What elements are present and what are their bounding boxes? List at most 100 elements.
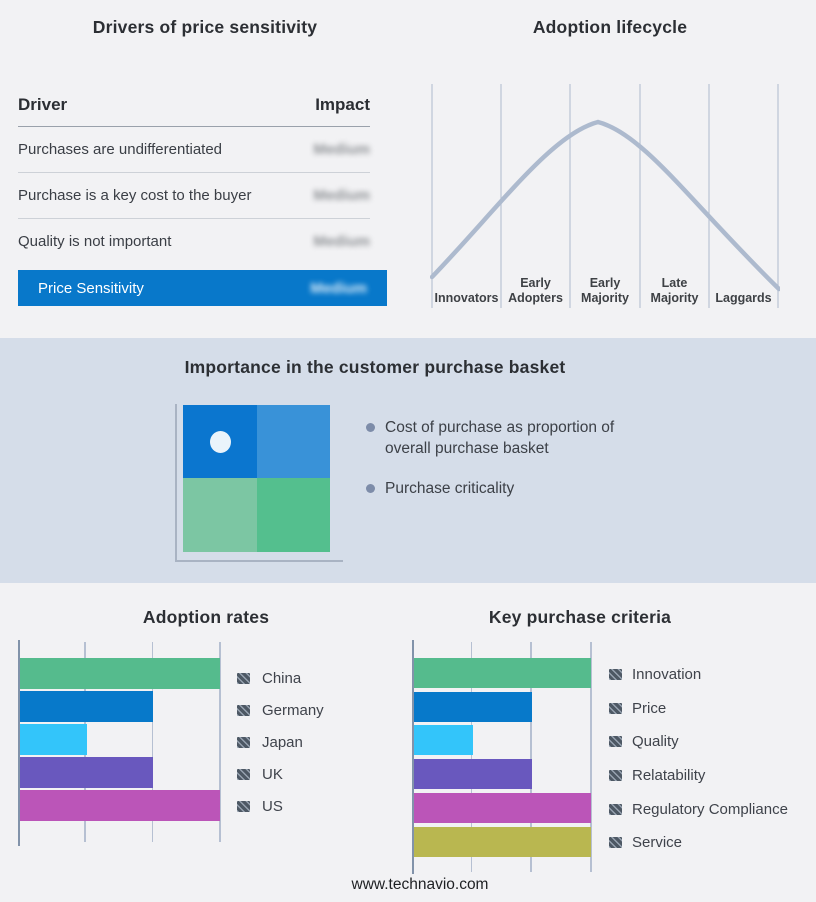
adoption-rates-chart (18, 640, 221, 846)
price-sensitivity-label: Price Sensitivity (38, 279, 144, 297)
legend-item: Service (602, 826, 788, 860)
hatched-swatch-icon (237, 704, 250, 716)
purchase-basket-band (0, 338, 816, 583)
table-row: Purchase is a key cost to the buyer Mediu… (18, 173, 370, 219)
price-sensitivity-impact: Medium (310, 279, 367, 297)
y-axis (412, 640, 414, 874)
legend-label: Quality (632, 733, 679, 751)
gridline (219, 642, 221, 842)
quadrant-y-axis (175, 404, 177, 561)
purchase-criteria-title: Key purchase criteria (488, 607, 672, 627)
drivers-table-body: Purchases are undifferentiated Medium Purc… (18, 127, 370, 264)
bullet-text: Cost of purchase as proportion of overal… (385, 419, 615, 457)
lifecycle-stage-label: Early Majority (581, 276, 629, 305)
hatched-swatch-icon (237, 736, 250, 748)
legend-label: Germany (262, 701, 324, 719)
hatched-swatch-icon (237, 800, 250, 812)
quadrant-bottom-left (183, 478, 257, 552)
bullet-item: Cost of purchase as proportion of overal… (366, 417, 646, 459)
legend-label: Japan (262, 733, 303, 751)
legend-label: Regulatory Compliance (632, 800, 788, 818)
quadrant-x-axis (175, 560, 343, 562)
lifecycle-gridlines (431, 84, 779, 308)
legend-item: China (230, 662, 324, 694)
legend-label: Service (632, 834, 683, 852)
drivers-panel-title: Drivers of price sensitivity (92, 17, 318, 37)
price-sensitivity-row: Price Sensitivity Medium (18, 270, 387, 306)
impact-cell: Medium (313, 187, 370, 204)
legend-item: Innovation (602, 658, 788, 692)
basket-bullet-list: Cost of purchase as proportion of overal… (366, 417, 646, 499)
gridline (590, 642, 592, 872)
driver-cell: Quality is not important (18, 233, 172, 250)
legend-item: US (230, 790, 324, 822)
purchase-criteria-chart (412, 640, 592, 874)
legend-item: Japan (230, 726, 324, 758)
hatched-swatch-icon (237, 768, 250, 780)
gridline (151, 642, 154, 842)
bar-japan (20, 724, 87, 755)
bar-relatability (414, 759, 532, 790)
adoption-rates-title: Adoption rates (142, 607, 270, 627)
driver-cell: Purchase is a key cost to the buyer (18, 187, 252, 204)
adoption-lifecycle-chart (430, 84, 780, 308)
bar-quality (414, 725, 473, 756)
legend-item: Quality (602, 725, 788, 759)
legend-label: Innovation (632, 666, 702, 684)
legend-label: Price (632, 699, 667, 717)
bar-regulatory-compliance (414, 792, 591, 823)
bar-price (414, 691, 532, 722)
column-header-impact: Impact (315, 95, 370, 114)
lifecycle-stage-label: Laggards (715, 291, 772, 305)
website-url: www.technavio.com (351, 876, 489, 893)
bullet-text: Purchase criticality (385, 480, 515, 497)
legend-label: UK (262, 765, 283, 783)
driver-cell: Purchases are undifferentiated (18, 141, 223, 158)
hatched-swatch-icon (609, 669, 622, 681)
bar-uk (20, 757, 154, 788)
legend-label: Relatability (632, 767, 706, 785)
drivers-table-header: Driver Impact (18, 94, 370, 127)
drivers-table: Driver Impact Purchases are undifferenti… (18, 94, 370, 264)
table-row: Purchases are undifferentiated Medium (18, 127, 370, 173)
lifecycle-stage-label: Late Majority (650, 276, 699, 305)
bullet-icon (366, 423, 375, 432)
bullet-icon (366, 484, 375, 493)
table-row: Quality is not important Medium (18, 219, 370, 264)
quadrant-marker-dot (210, 431, 231, 453)
hatched-swatch-icon (609, 837, 622, 849)
hatched-swatch-icon (609, 702, 622, 714)
bell-curve (430, 119, 780, 292)
hatched-swatch-icon (609, 736, 622, 748)
legend-item: UK (230, 758, 324, 790)
purchase-criteria-legend: Innovation Price Quality Relatability Regula… (602, 658, 788, 860)
impact-cell: Medium (313, 141, 370, 158)
lifecycle-stage-label: Early Adopters (508, 276, 563, 305)
hatched-swatch-icon (609, 770, 622, 782)
legend-label: China (262, 669, 302, 687)
bar-innovation (414, 658, 591, 688)
legend-item: Germany (230, 694, 324, 726)
hatched-swatch-icon (609, 803, 622, 815)
lifecycle-panel-title: Adoption lifecycle (532, 17, 688, 37)
legend-item: Relatability (602, 759, 788, 793)
bar-china (20, 658, 220, 689)
legend-item: Price (602, 692, 788, 726)
lifecycle-stage-label: Innovators (434, 291, 499, 305)
bullet-item: Purchase criticality (366, 478, 646, 499)
quadrant-top-right (257, 405, 330, 478)
adoption-rates-legend: China Germany Japan UK US (230, 662, 324, 822)
bar-us (20, 790, 220, 821)
hatched-swatch-icon (237, 672, 250, 684)
y-axis (18, 640, 20, 846)
bar-germany (20, 691, 154, 722)
legend-label: US (262, 797, 283, 815)
basket-panel-title: Importance in the customer purchase bask… (184, 357, 566, 377)
legend-item: Regulatory Compliance (602, 792, 788, 826)
gridline (530, 642, 532, 872)
gridline (470, 642, 473, 872)
quadrant-bottom-right (257, 478, 330, 552)
impact-cell: Medium (313, 233, 370, 250)
bar-service (414, 826, 591, 857)
